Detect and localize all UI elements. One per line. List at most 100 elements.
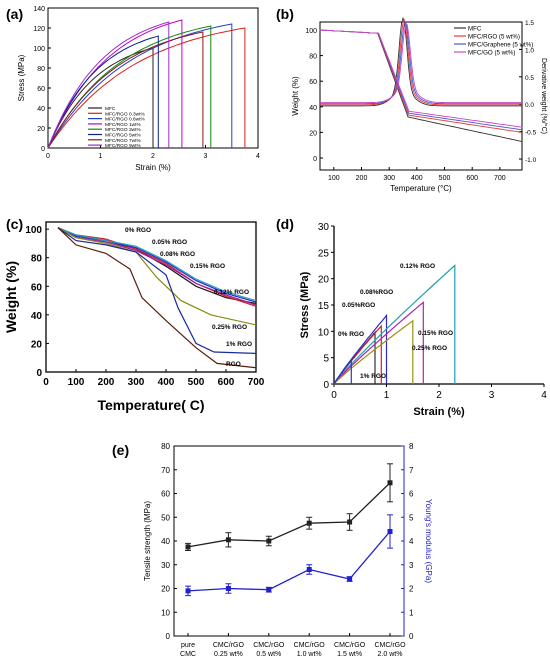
e-y2tick-label: 7 [409,466,414,475]
a-xtick-label: 4 [256,153,260,160]
a-ylabel: Stress (MPa) [17,54,26,101]
c-ytick-label: 0 [36,368,42,379]
c-ylabel: Weight (%) [3,261,19,333]
e-ytick-label: 70 [161,466,170,475]
b-plot-frame [319,21,523,171]
c-ytick-label: 100 [25,225,42,236]
a-series-line [47,21,170,149]
c-xtick-label: 0 [43,377,49,388]
e-xtick-label: CMC/rGO [334,642,366,649]
c-series-label: 0.12% RGO [214,289,249,296]
b-legend-label: MFC/RGO (5 wt%) [468,34,520,41]
e-y2tick-label: 4 [409,537,414,546]
c-series-label: 0.15% RGO [190,263,225,270]
e-ylabel: Tensile strength (MPa) [143,501,152,581]
d-series-label: 0.08%RGO [360,289,393,296]
e-data-point [387,480,393,486]
chart-e: 0 10 20 30 40 50 60 70 80 0 1 2 3 4 5 6 7 8 Tensile streng… [143,442,433,658]
e-xtick-label: CMC/rGO [253,642,285,649]
a-xtick-label: 2 [151,153,155,160]
e-data-point [225,586,231,591]
c-ytick-label: 80 [31,254,43,265]
d-ytick-label: 15 [318,301,330,312]
e-data-point [387,529,393,534]
e-data-point [347,576,353,582]
e-xtick-label: CMC [180,651,196,658]
e-ytick-label: 30 [161,561,170,570]
c-xtick-label: 700 [248,377,265,388]
a-series-line [47,31,204,149]
d-series-label: 0.15% RGO [418,330,453,337]
panel-a-label: (a) [6,6,24,22]
e-y2tick-label: 1 [409,608,414,617]
b-ytick-label: 80 [309,54,317,61]
a-legend-label: MFC/RGO 3wt% [105,127,141,133]
b-y2tick-label: 0.0 [525,102,534,109]
panel-c: (c) 0 20 40 60 80 100 0 100 200 300 400 500 600 700 Te… [0,212,272,422]
c-series-label: 0% RGO [125,227,151,234]
e-xtick-label: 2.0 wt% [378,651,403,658]
e-xtick-label: 1.0 wt% [297,651,322,658]
e-data-point [185,588,191,594]
b-legend-label: MFC/Graphene (5 wt%) [468,42,533,49]
e-data-point [306,520,312,526]
e-data-point [347,519,353,525]
b-ytick-label: 100 [305,28,317,35]
b-xtick-label: 600 [466,175,478,182]
a-xtick-label: 0 [46,153,50,160]
b-legend-label: MFC/GO (5 wt%) [468,50,515,57]
c-ytick-label: 60 [31,282,43,293]
b-xtick-label: 500 [439,175,451,182]
e-series-line [187,482,391,548]
d-xtick-label: 1 [384,390,390,401]
b-y2tick-label: 1.5 [525,20,534,27]
b-xtick-label: 300 [383,175,395,182]
c-plot-frame [45,221,257,373]
b-ytick-label: 40 [309,105,317,112]
b-xtick-label: 700 [494,175,506,182]
b-xtick-label: 200 [356,175,368,182]
e-data-point [266,538,272,544]
d-ytick-label: 25 [318,248,330,259]
panel-d: (d) 0 5 10 15 20 25 30 0 1 2 3 4 Strain (%) Stress (M… [272,212,550,422]
e-y2tick-label: 2 [409,585,414,594]
c-xtick-label: 500 [188,377,205,388]
b-ytick-label: 0 [313,156,317,163]
a-legend-label: MFC/RGO 7wt% [105,138,141,144]
c-xtick-label: 100 [68,377,85,388]
d-ytick-label: 0 [323,380,329,391]
b-y2tick-label: 1.0 [525,47,534,54]
e-xtick-label: CMC/rGO [374,642,406,649]
d-ytick-label: 5 [323,354,329,365]
a-ytick-label: 120 [33,26,45,33]
b-legend-label: MFC [468,26,482,33]
a-xlabel: Strain (%) [135,163,171,172]
d-series-line [333,264,456,385]
b-dtg-line [320,21,522,105]
c-xtick-label: 200 [98,377,115,388]
d-ytick-label: 20 [318,275,330,286]
e-data-point [185,544,191,550]
c-xtick-label: 300 [128,377,145,388]
c-xtick-label: 400 [158,377,175,388]
a-legend-label: MFC/RGO 0.3wt% [105,111,145,117]
e-xtick-label: 0.5 wt% [256,651,281,658]
a-series-line [47,27,246,149]
chart-b: 0 20 40 60 80 100 -1.0 -0.5 0.0 0.5 1.0 1.5 100 200 30… [291,16,548,193]
chart-a: 0 20 40 60 80 100 120 140 0 1 2 3 4 Strain (%) Stress … [17,6,260,172]
d-xtick-label: 0 [331,390,337,401]
a-legend-label: MFC [105,106,116,112]
e-ytick-label: 40 [161,537,170,546]
e-plot-frame [173,445,405,637]
e-y2tick-label: 3 [409,561,414,570]
e-ytick-label: 20 [161,585,170,594]
b-y2tick-label: 0.5 [525,75,534,82]
d-series-label: 0.25% RGO [412,345,447,352]
a-legend-label: MFC/RGO 0.6wt% [105,117,145,123]
b-weight-line [320,29,523,128]
a-ytick-label: 0 [41,146,45,153]
a-legend-label: MFC/RGO 1wt% [105,122,141,128]
panel-e-label: (e) [112,442,130,458]
a-series-line [47,35,159,149]
e-data-point [306,567,312,572]
